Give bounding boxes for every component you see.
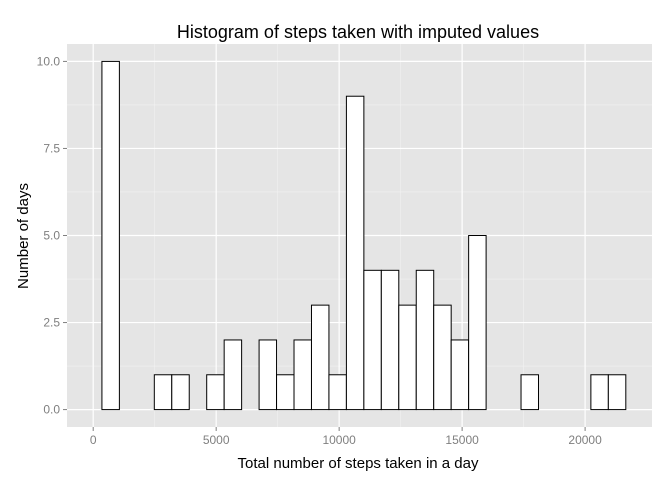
y-tick-label: 5.0	[43, 229, 60, 243]
histogram-bar	[276, 374, 295, 411]
histogram-bar	[171, 374, 190, 411]
histogram-bar	[607, 374, 627, 411]
x-tick-label: 5000	[203, 433, 230, 447]
y-tick-label: 7.5	[43, 141, 60, 155]
histogram-bar	[380, 269, 400, 411]
y-tick-label: 10.0	[37, 54, 61, 68]
y-tick-label: 0.0	[43, 403, 60, 417]
histogram-bar	[415, 269, 435, 411]
x-axis-ticks: 0 5000 10000 15000 20000	[90, 427, 602, 447]
histogram-bars	[101, 60, 627, 411]
histogram-bar	[398, 304, 417, 411]
y-axis-title: Number of days	[15, 183, 32, 289]
y-tick-label: 2.5	[43, 316, 60, 330]
histogram-bar	[223, 339, 243, 411]
y-axis-ticks: 0.0 2.5 5.0 7.5 10.0	[37, 54, 67, 417]
x-axis-title: Total number of steps taken in a day	[238, 455, 479, 472]
x-tick-label: 10000	[322, 433, 356, 447]
histogram-bar	[206, 374, 225, 411]
histogram-bar	[293, 339, 312, 411]
x-tick-label: 20000	[568, 433, 602, 447]
histogram-bar	[328, 374, 347, 411]
histogram-bar	[363, 269, 382, 411]
histogram-bar	[468, 235, 487, 411]
histogram-bar	[520, 374, 539, 411]
histogram-bar	[450, 339, 470, 411]
histogram-bar	[433, 304, 452, 411]
histogram-bar	[310, 304, 330, 411]
histogram-bar	[590, 374, 609, 411]
chart-title: Histogram of steps taken with imputed va…	[177, 22, 539, 42]
histogram-bar	[101, 60, 120, 411]
histogram-bar	[345, 95, 365, 411]
histogram-bar	[258, 339, 278, 411]
histogram-bar	[153, 374, 173, 411]
x-tick-label: 15000	[445, 433, 479, 447]
x-tick-label: 0	[90, 433, 97, 447]
